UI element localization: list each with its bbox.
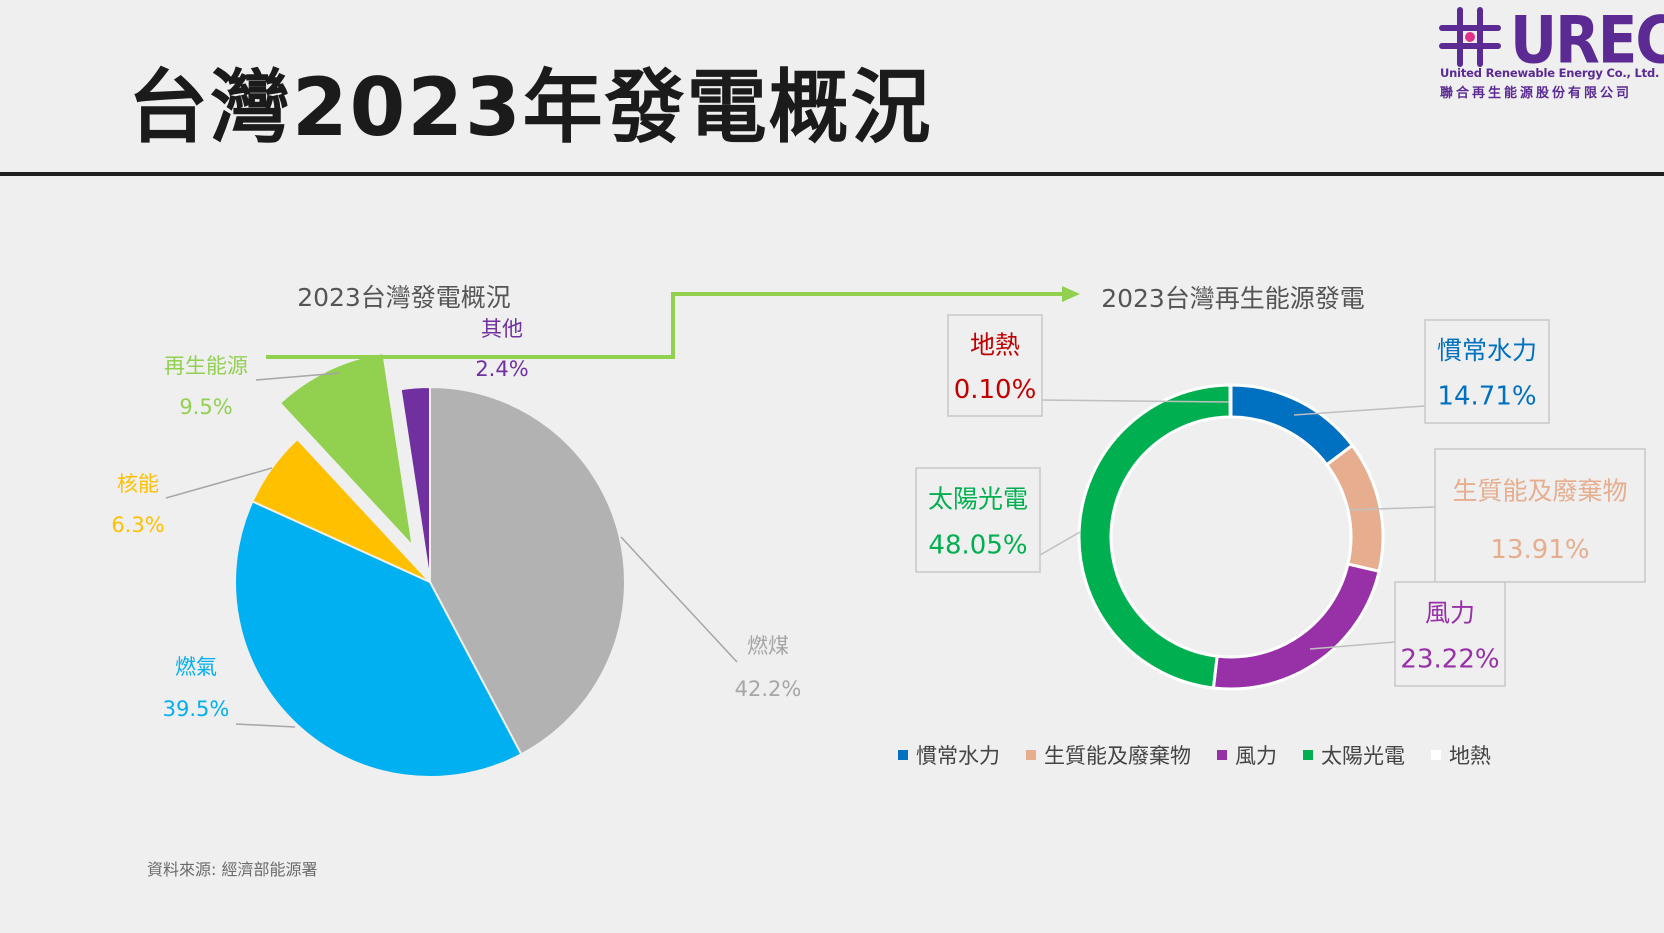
legend-swatch [1431, 750, 1441, 760]
legend-item: 生質能及廢棄物 [1026, 740, 1191, 770]
data-callout-box [1424, 319, 1550, 424]
slice-value-label: 2.4% [475, 357, 528, 381]
leader-line [255, 372, 341, 381]
donut-segment [1211, 562, 1381, 691]
legend-label: 慣常水力 [916, 744, 1000, 768]
renewable-donut-chart [1077, 383, 1385, 691]
slice-label: 燃氣 [175, 655, 217, 679]
legend-label: 生質能及廢棄物 [1044, 744, 1191, 768]
pie-slice [278, 352, 415, 550]
segment-value-label: 13.91% [1490, 535, 1589, 565]
legend-item: 慣常水力 [898, 740, 1000, 770]
leader-line [1309, 641, 1396, 650]
pie-slice [399, 385, 431, 583]
legend-label: 太陽光電 [1321, 744, 1405, 768]
page-title: 台灣2023年發電概況 [128, 61, 933, 154]
legend-item: 地熱 [1431, 740, 1491, 770]
legend-item: 太陽光電 [1303, 740, 1405, 770]
segment-label: 地熱 [970, 330, 1020, 359]
connector-arrowhead [1062, 286, 1080, 302]
leader-line [620, 536, 738, 663]
leader-line [165, 467, 273, 499]
data-callout-box [1434, 448, 1646, 583]
data-callout-box [947, 314, 1043, 417]
slice-value-label: 42.2% [735, 677, 802, 701]
pie-slice [234, 500, 523, 778]
data-callout-box [1394, 581, 1506, 687]
leader-line [1293, 405, 1426, 416]
generation-pie-chart [234, 352, 626, 778]
renewable-donut-labels: 慣常水力 14.71% 生質能及廢棄物 13.91% 風力 23.22% 太陽光電 48.05… [915, 314, 1646, 687]
legend-item: 風力 [1217, 740, 1277, 770]
company-logo: URECO United Renewable Energy Co., Ltd. … [1438, 2, 1664, 102]
leader-line [1041, 399, 1230, 403]
donut-segment [1324, 443, 1385, 574]
donut-chart-title: 2023台灣再生能源發電 [1101, 284, 1365, 313]
slice-value-label: 6.3% [111, 513, 164, 537]
donut-segment [1229, 383, 1355, 467]
logo-english-name: United Renewable Energy Co., Ltd. [1440, 66, 1660, 80]
slice-value-label: 39.5% [163, 697, 230, 721]
segment-value-label: 48.05% [928, 530, 1027, 560]
logo-wordmark: URECO [1510, 2, 1664, 79]
generation-pie-labels: 燃煤 42.2% 燃氣 39.5% 核能 6.3% 再生能源 9.5% 其他 2.4% [111, 317, 802, 728]
segment-label: 慣常水力 [1437, 336, 1537, 365]
segment-value-label: 14.71% [1437, 381, 1536, 411]
connector-arrow [266, 292, 1062, 359]
donut-segment [1228, 383, 1233, 419]
slice-label: 再生能源 [164, 354, 248, 378]
segment-label: 太陽光電 [928, 485, 1028, 514]
legend-swatch [1217, 750, 1227, 760]
logo-chinese-name: 聯合再生能源股份有限公司 [1440, 86, 1633, 101]
source-note: 資料來源: 經濟部能源署 [147, 860, 318, 879]
donut-legend: 慣常水力 生質能及廢棄物 風力 太陽光電 地熱 [898, 740, 1491, 770]
segment-label: 生質能及廢棄物 [1452, 477, 1627, 506]
donut-segment [1077, 383, 1232, 690]
segment-label: 風力 [1425, 599, 1475, 628]
slice-label: 燃煤 [747, 634, 789, 658]
leader-line [1039, 531, 1081, 556]
pie-chart-title: 2023台灣發電概況 [297, 283, 511, 312]
segment-value-label: 23.22% [1400, 644, 1499, 674]
legend-swatch [1026, 750, 1036, 760]
legend-swatch [898, 750, 908, 760]
legend-label: 風力 [1235, 744, 1277, 768]
legend-swatch [1303, 750, 1313, 760]
legend-label: 地熱 [1449, 744, 1491, 768]
leader-line [235, 723, 296, 728]
pie-slice [429, 385, 626, 756]
slice-label: 核能 [117, 472, 159, 496]
logo-mark-icon [1439, 7, 1501, 67]
title-divider [0, 172, 1664, 176]
data-callout-box [915, 467, 1041, 573]
slice-label: 其他 [481, 317, 523, 341]
segment-value-label: 0.10% [954, 375, 1037, 405]
slice-value-label: 9.5% [179, 395, 232, 419]
leader-line [1349, 506, 1436, 511]
